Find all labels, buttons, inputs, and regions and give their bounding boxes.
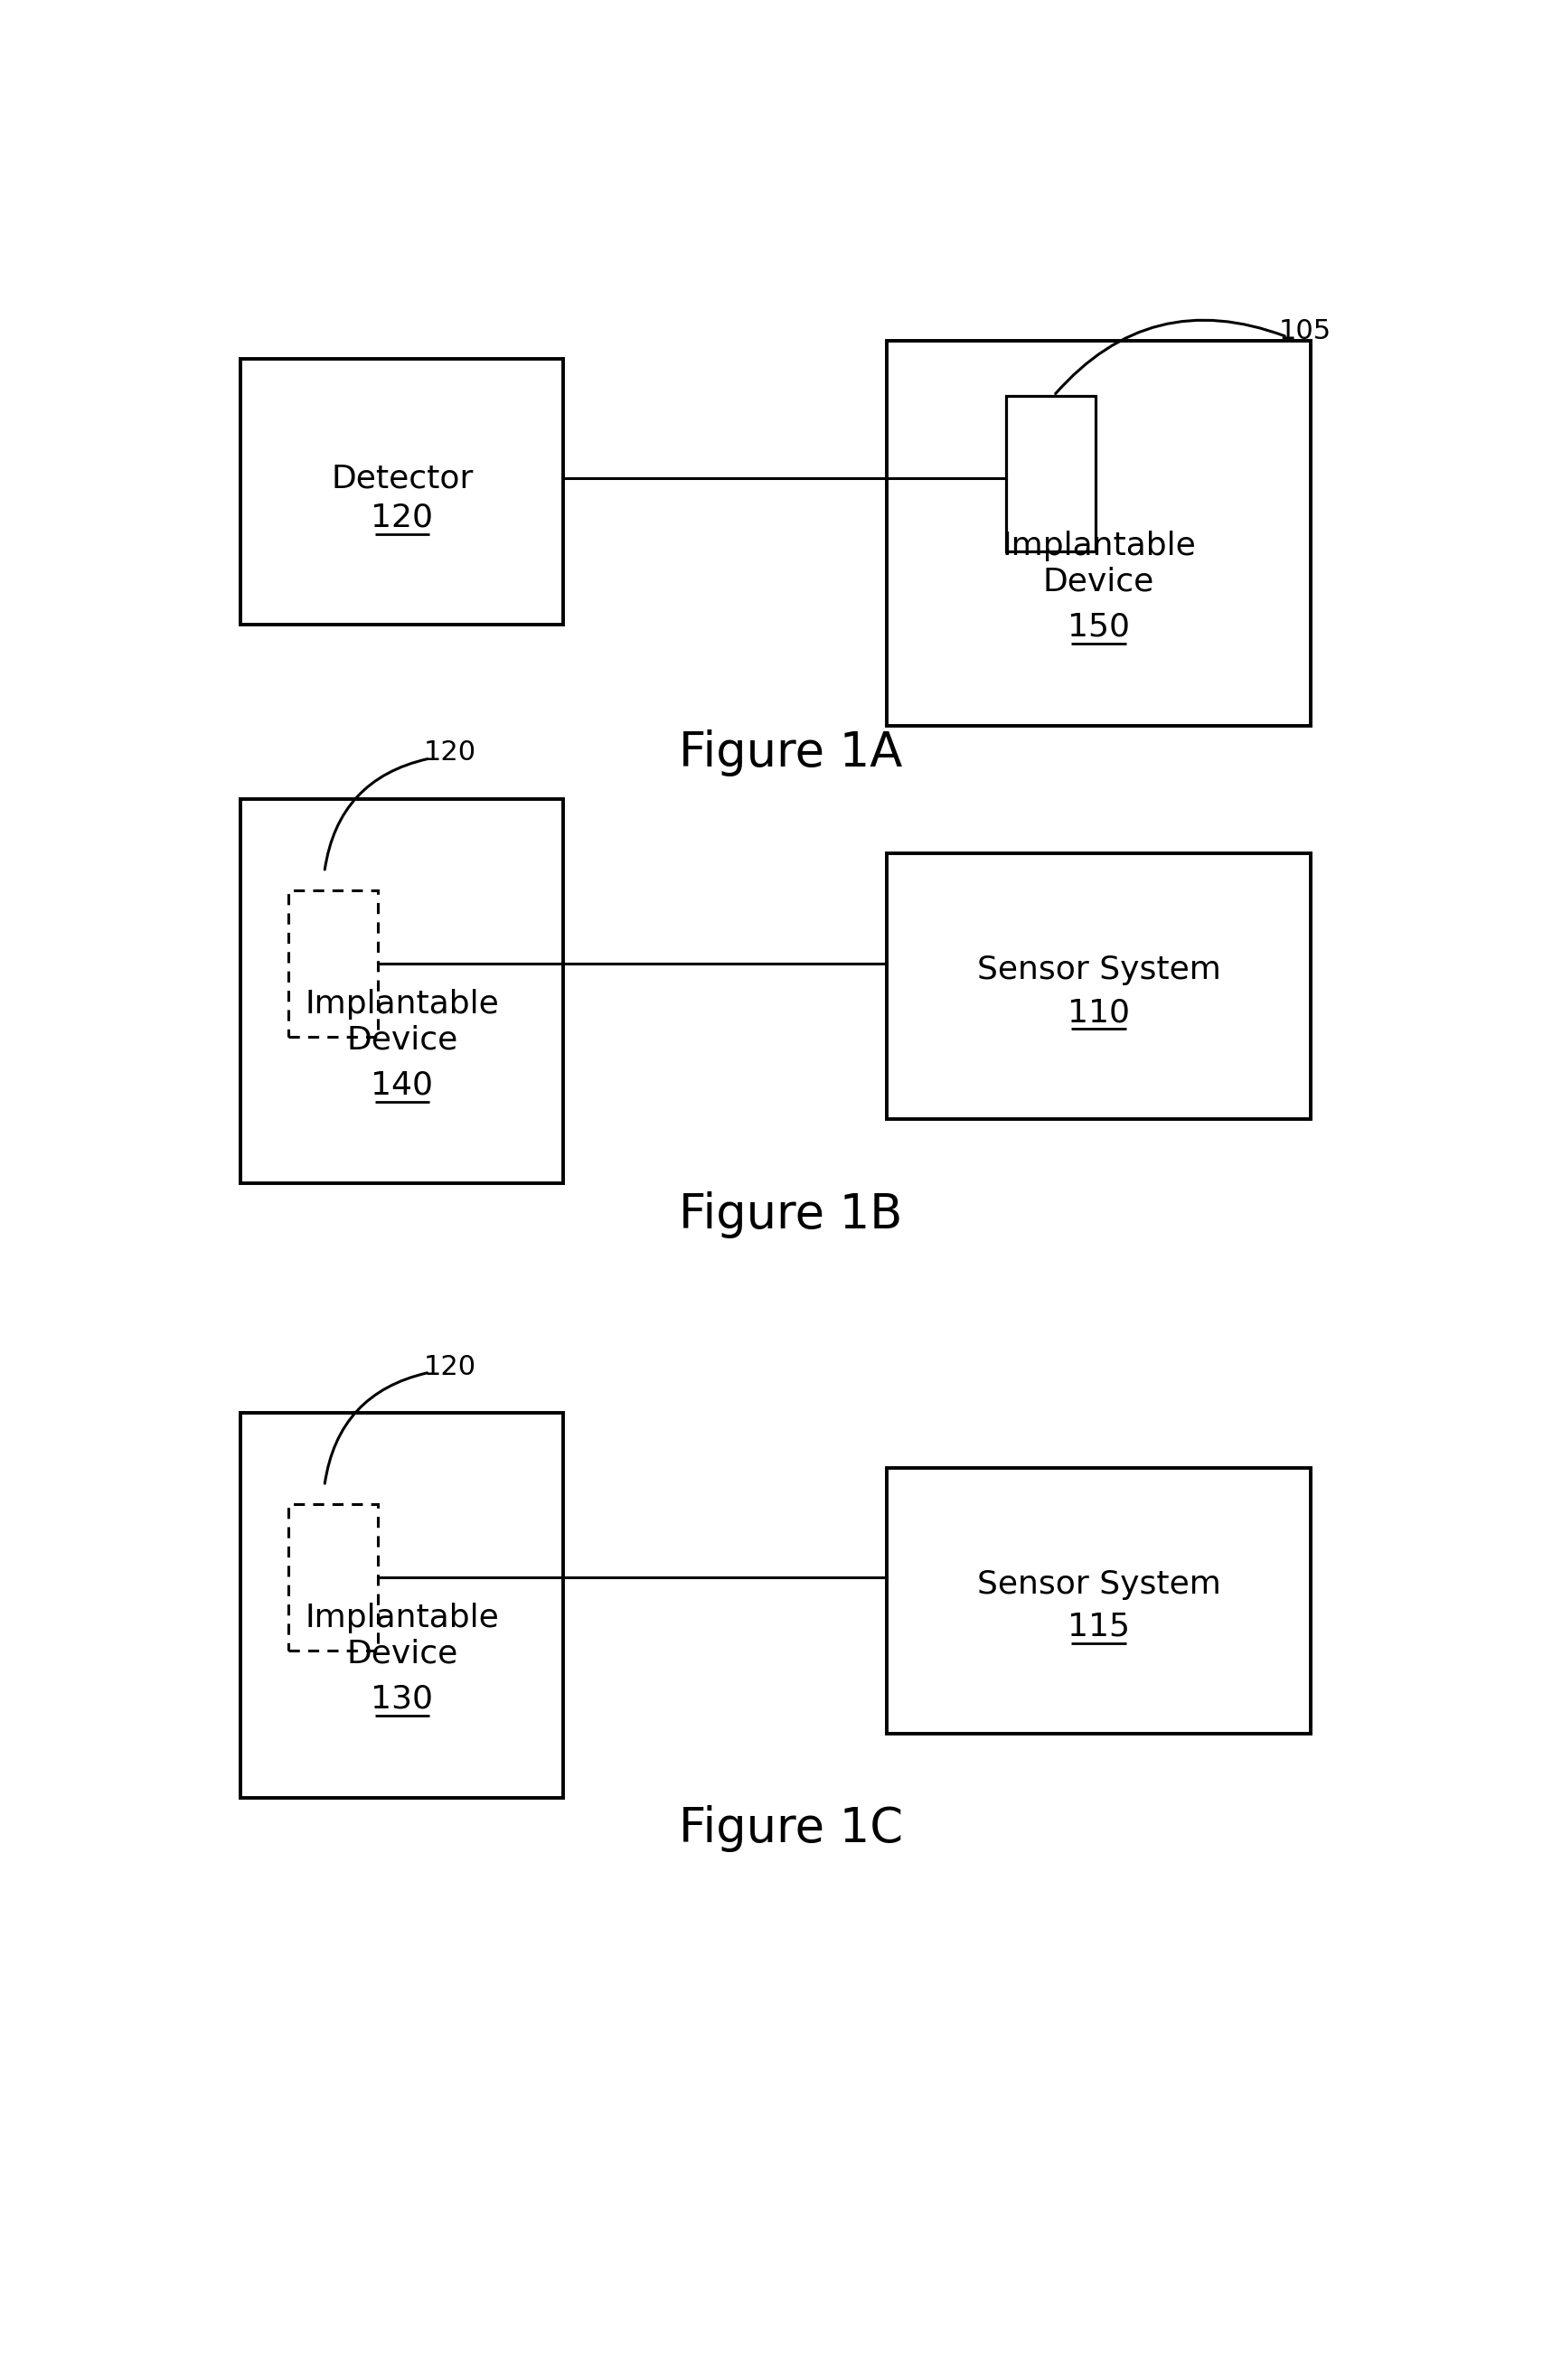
Text: Detector: Detector (332, 464, 474, 495)
Text: Device: Device (347, 1637, 458, 1668)
Text: Sensor System: Sensor System (977, 954, 1221, 985)
Text: 120: 120 (424, 1354, 477, 1380)
Text: Sensor System: Sensor System (977, 1568, 1221, 1599)
Text: 140: 140 (370, 1071, 434, 1100)
Text: Implantable: Implantable (306, 1602, 500, 1633)
Text: 130: 130 (370, 1683, 434, 1714)
Bar (886, 340, 1312, 726)
Text: Device: Device (347, 1023, 458, 1054)
Text: Implantable: Implantable (306, 990, 500, 1019)
Bar (886, 1468, 1312, 1733)
Text: 150: 150 (1068, 612, 1129, 643)
Text: 110: 110 (1068, 997, 1129, 1028)
Bar (241, 800, 563, 1183)
Text: 115: 115 (1068, 1611, 1129, 1642)
Bar (289, 1504, 378, 1652)
Text: Figure 1C: Figure 1C (679, 1804, 903, 1852)
Text: Figure 1A: Figure 1A (679, 728, 903, 776)
Text: 120: 120 (370, 502, 434, 533)
Bar (289, 890, 378, 1038)
Bar (241, 359, 563, 624)
Text: Figure 1B: Figure 1B (679, 1192, 903, 1238)
Text: Implantable: Implantable (1001, 531, 1196, 562)
Bar (886, 854, 1312, 1119)
Bar (1006, 395, 1096, 552)
Bar (241, 1414, 563, 1797)
Text: Device: Device (1043, 566, 1154, 597)
Text: 120: 120 (424, 740, 477, 766)
Text: 105: 105 (1279, 319, 1332, 345)
